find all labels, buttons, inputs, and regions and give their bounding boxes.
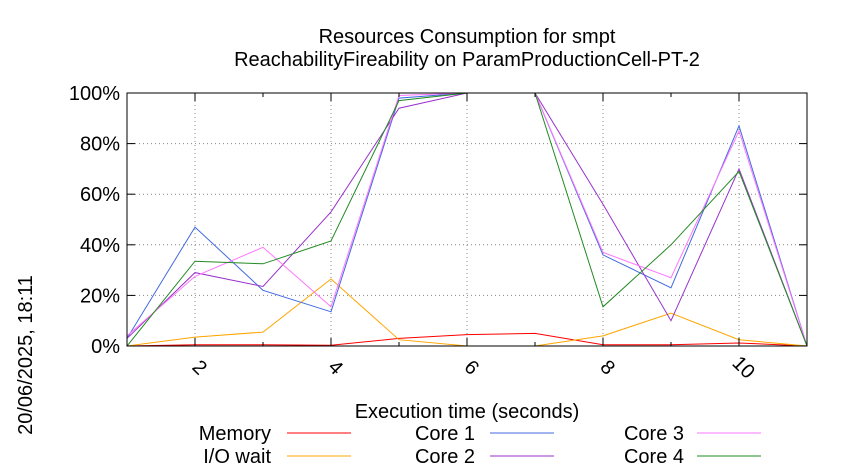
y-tick-label: 40%	[80, 235, 120, 257]
series-lines	[126, 92, 808, 347]
x-tick-label: 6	[460, 356, 483, 379]
series-line-core-2	[126, 92, 808, 347]
x-tick-label: 10	[728, 352, 759, 383]
x-tick-label: 8	[596, 356, 619, 379]
legend-label-memory: Memory	[199, 423, 271, 445]
series-line-core-1	[126, 92, 808, 347]
legend-label-core-2: Core 2	[415, 446, 475, 468]
y-tick-label: 60%	[80, 184, 120, 206]
x-tick-label: 2	[188, 356, 211, 379]
timestamp-label: 20/06/2025, 18:11	[15, 275, 37, 435]
series-line-memory	[126, 332, 808, 347]
chart-subtitle: ReachabilityFireability on ParamProducti…	[234, 49, 700, 71]
legend-label-i-o-wait: I/O wait	[203, 446, 271, 468]
legend-label-core-3: Core 3	[624, 423, 684, 445]
series-line-core-4	[126, 92, 808, 347]
grid	[127, 93, 807, 346]
legend-label-core-4: Core 4	[624, 446, 684, 468]
x-tick-label: 4	[324, 356, 347, 379]
axis-ticks: 0% 20% 40% 60% 80% 100% 2 4 6 8 10	[69, 83, 807, 383]
plot-frame	[126, 92, 808, 347]
y-tick-label: 80%	[80, 134, 120, 156]
y-tick-label: 0%	[91, 336, 120, 358]
x-axis-label: Execution time (seconds)	[355, 401, 580, 423]
series-line-core-3	[126, 92, 808, 347]
y-tick-label: 20%	[80, 285, 120, 307]
legend-label-core-1: Core 1	[415, 423, 475, 445]
y-tick-label: 100%	[69, 83, 120, 105]
chart-title: Resources Consumption for smpt	[319, 26, 616, 48]
